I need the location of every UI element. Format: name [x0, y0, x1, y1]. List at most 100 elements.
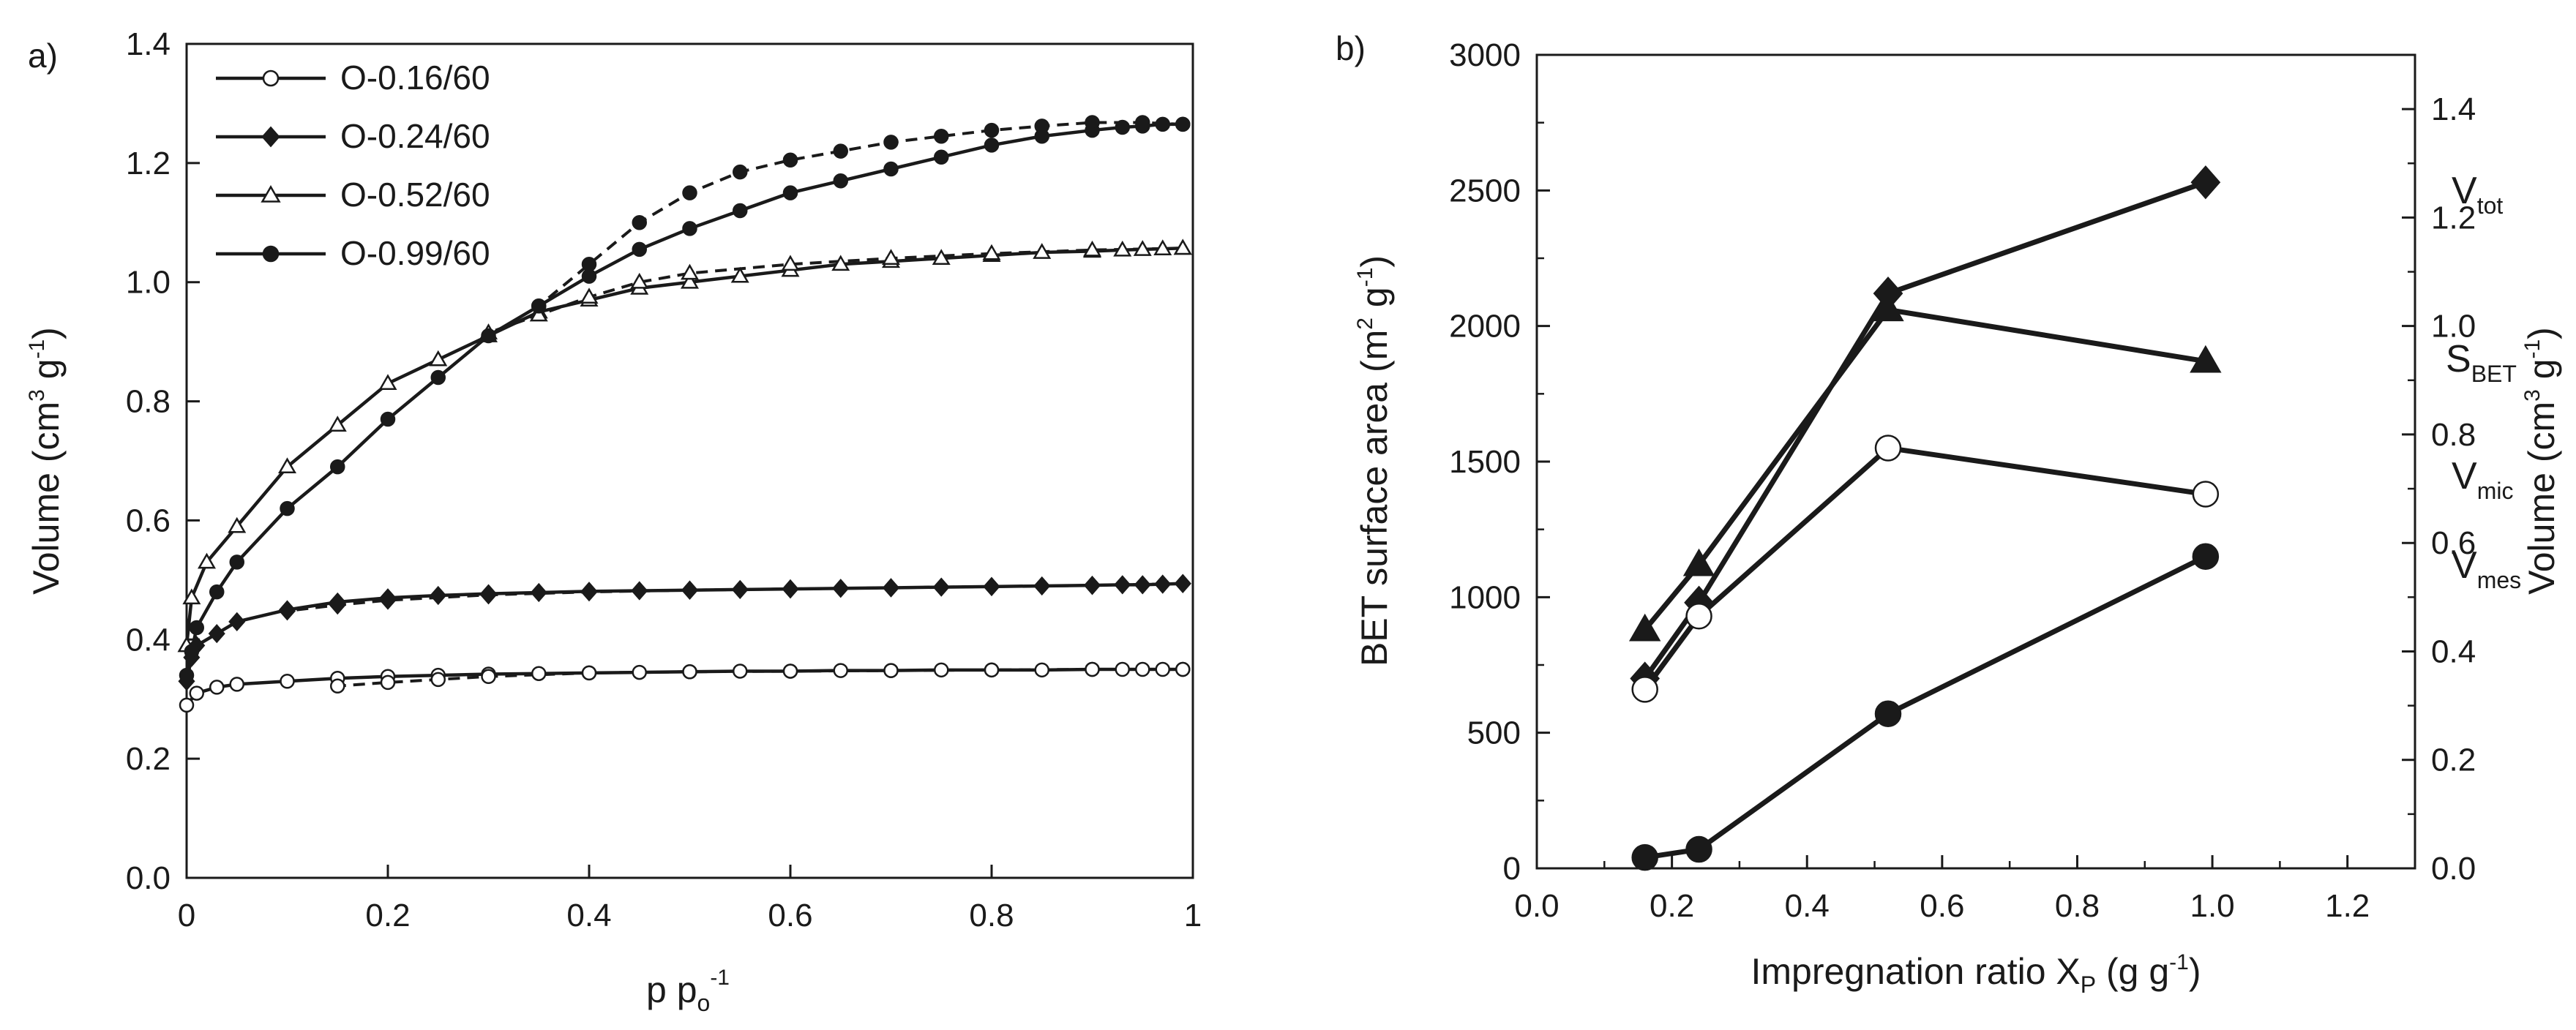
- panel-b-y2-tick-label: 0.0: [2431, 851, 2476, 887]
- isotherm-point: [733, 164, 748, 180]
- point-s-bet: [2190, 345, 2222, 373]
- isotherm-point: [330, 678, 345, 694]
- isotherm-point: [883, 663, 899, 678]
- isotherm-point: [982, 244, 1001, 260]
- isotherm-point: [197, 552, 217, 569]
- isotherm-point: [280, 500, 295, 516]
- isotherm-point: [330, 459, 345, 475]
- point-s-bet: [1872, 293, 1904, 322]
- isotherm-point: [580, 582, 598, 602]
- isotherm-point: [209, 680, 225, 695]
- isotherm-point: [328, 416, 347, 432]
- isotherm-point: [680, 263, 700, 280]
- isotherm-point: [1034, 662, 1049, 678]
- legend-marker: [261, 184, 281, 203]
- legend-marker: [262, 69, 280, 87]
- isotherm-point: [1085, 661, 1100, 677]
- isotherm-point: [277, 457, 297, 474]
- isotherm-point: [189, 685, 204, 701]
- point-v-mic: [1631, 676, 1658, 703]
- isotherm-point: [430, 369, 446, 386]
- panel-a-y-tick-label: 0.0: [126, 860, 171, 896]
- panel-b-y2-tick-label: 0.4: [2431, 634, 2476, 669]
- panel-a-y-axis-title: Volume (cm3 g-1): [25, 327, 67, 595]
- isotherm-point: [632, 215, 647, 230]
- isotherm-point: [1115, 661, 1130, 677]
- isotherm-desorption-line: [287, 582, 1183, 613]
- isotherm-point: [832, 579, 850, 598]
- isotherm-point: [681, 580, 699, 600]
- panel-b-x-tick-label: 1.0: [2190, 888, 2234, 924]
- point-s-bet: [1628, 613, 1661, 642]
- isotherm-point: [1173, 238, 1192, 255]
- isotherm-point: [530, 582, 547, 603]
- isotherm-point: [379, 590, 397, 610]
- isotherm-point: [1175, 661, 1191, 677]
- legend-marker: [262, 245, 280, 263]
- isotherm-point: [1082, 240, 1102, 257]
- panel-a-x-tick-label: 0.8: [969, 898, 1014, 933]
- panel-b-y-tick-label: 2500: [1449, 173, 1521, 208]
- isotherm-point: [1155, 116, 1170, 132]
- point-v-mes: [2192, 543, 2220, 570]
- panel-b-series: [1628, 165, 2222, 871]
- isotherm-point: [733, 664, 748, 679]
- isotherm-point: [1175, 116, 1191, 132]
- isotherm-point: [429, 350, 448, 366]
- isotherm-point: [430, 672, 446, 688]
- isotherm-point: [781, 255, 800, 271]
- isotherm-point: [682, 185, 697, 200]
- panel-a-legend-lines: [216, 69, 326, 263]
- point-v-mic: [2192, 481, 2220, 508]
- panel-b-y2-tick-label: 0.2: [2431, 743, 2476, 778]
- panel-b-x-tick-label: 0.6: [1920, 888, 1964, 924]
- panel-a-y-tick-label: 1.2: [126, 146, 171, 181]
- isotherm-point: [833, 143, 848, 159]
- isotherm-point: [1153, 239, 1172, 256]
- isotherm-point: [378, 374, 397, 391]
- panel-a-x-tick-label: 0.4: [566, 898, 611, 933]
- panel-b-y-tick-label: 0: [1503, 851, 1521, 887]
- panel-b-x-tick-label: 0.2: [1650, 888, 1694, 924]
- isotherm-point: [882, 578, 900, 598]
- panel-a-y-tick-label: 0.4: [126, 622, 171, 658]
- panel-a-y-tick-label: 0.8: [126, 384, 171, 420]
- isotherm-point: [1154, 574, 1172, 594]
- isotherm-point: [680, 272, 700, 289]
- series-line-v-mic: [1642, 445, 2206, 691]
- isotherm-point: [883, 135, 899, 150]
- panel-a-ticks: 0 0.2 0.4 0.6 0.8 1 0.0 0.2 0.4 0.6 0.8 1.0 1.2 1.4: [126, 26, 1202, 933]
- label-sbet: SBET: [2446, 338, 2517, 387]
- panel-b: b) 0.0 0.2 0.4 0.6 0.8 1.0 1.2 0 500 1000 1500 2000…: [1336, 29, 2562, 998]
- isotherm-point: [1133, 240, 1152, 256]
- isotherm-point: [1113, 240, 1132, 257]
- panel-b-y2-tick-label: 1.4: [2431, 91, 2476, 127]
- panel-a-y-tick-label: 0.2: [126, 741, 171, 777]
- point-v-mic: [1685, 603, 1712, 630]
- isotherm-point: [581, 665, 597, 681]
- panel-a-series: [177, 115, 1192, 713]
- panel-b-y-tick-label: 2000: [1449, 309, 1521, 345]
- panel-a-label: a): [28, 37, 58, 75]
- isotherm-point: [682, 664, 697, 680]
- isotherm-point: [1115, 119, 1130, 135]
- isotherm-point: [1114, 575, 1131, 595]
- panel-b-y2-tick-label: 0.8: [2431, 417, 2476, 453]
- isotherm-point: [228, 612, 246, 631]
- panel-a-y-tick-label: 1.4: [126, 26, 171, 62]
- panel-b-y-tick-label: 500: [1467, 715, 1521, 751]
- series-line-s-bet: [1642, 307, 2206, 632]
- isotherm-point: [782, 185, 798, 200]
- panel-b-y2-axis-title: Volume (cm3 g-1): [2520, 327, 2562, 595]
- panel-b-x-tick-label: 0.4: [1785, 888, 1830, 924]
- panel-a-x-tick-label: 1: [1184, 898, 1202, 933]
- isotherm-point: [632, 664, 647, 680]
- panel-a-x-tick-label: 0.6: [768, 898, 812, 933]
- isotherm-point: [632, 241, 647, 258]
- legend-label-3: O-0.52/60: [340, 176, 490, 214]
- isotherm-point: [782, 579, 799, 599]
- isotherm-point: [731, 579, 749, 600]
- point-v-mic: [1874, 435, 1902, 462]
- isotherm-point: [229, 555, 244, 570]
